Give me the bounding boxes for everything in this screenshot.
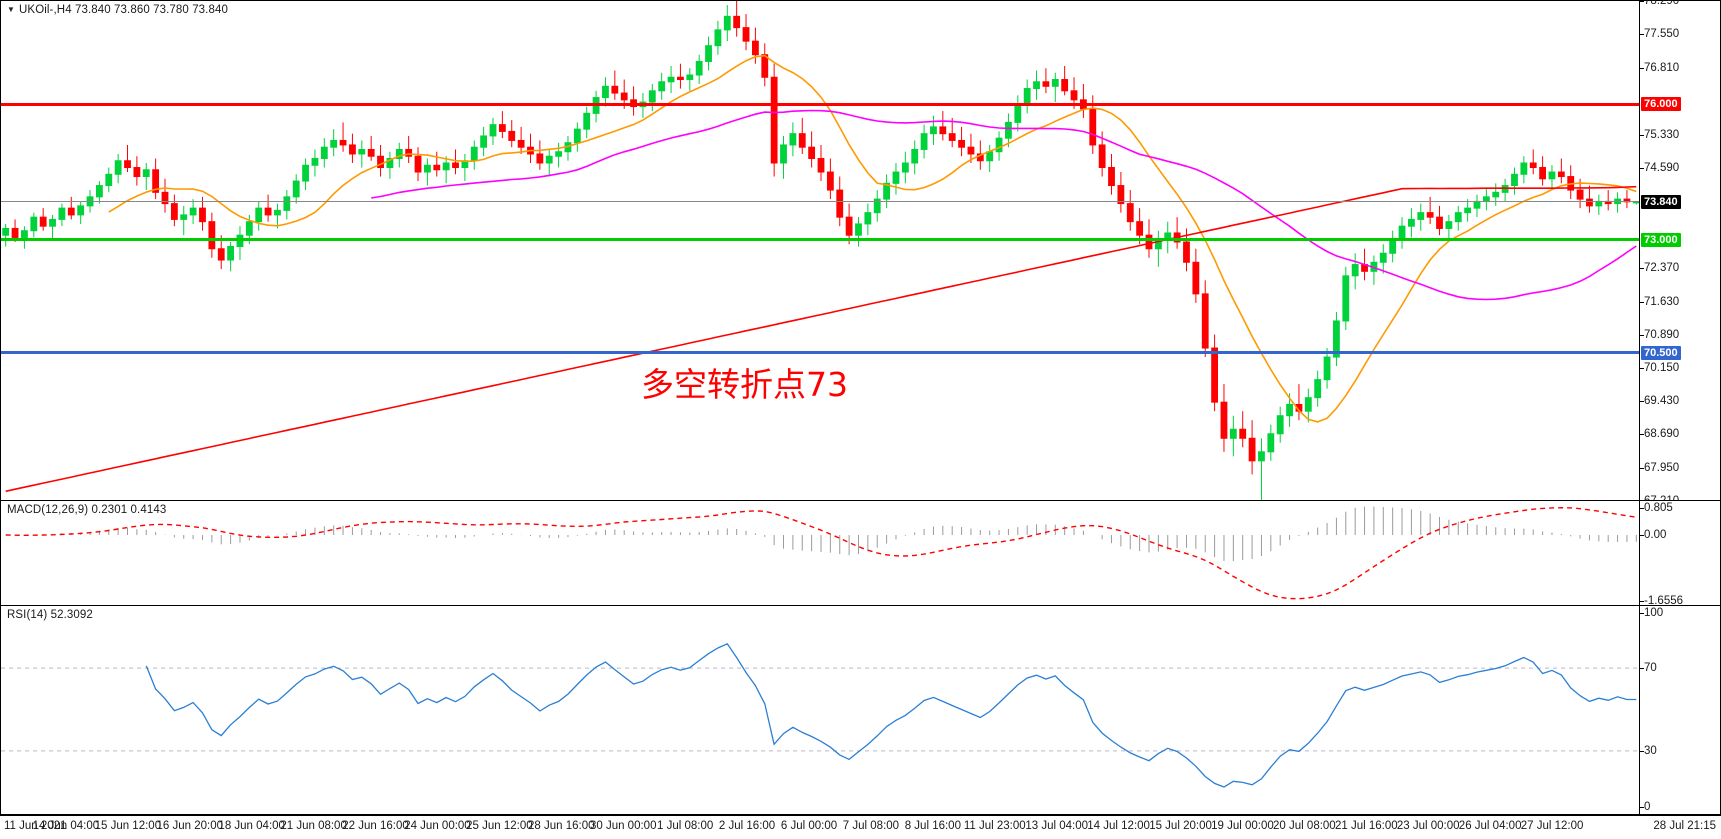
current-price-line [1, 201, 1639, 203]
rsi-svg [1, 642, 1639, 788]
time-axis-label: 7 Jul 08:00 [842, 820, 900, 832]
time-axis-label: 30 Jun 00:00 [589, 820, 657, 832]
symbol-header: ▼ UKOil-,H4 73.840 73.860 73.780 73.840 [7, 4, 228, 16]
time-axis-label: 16 Jun 20:00 [156, 820, 224, 832]
price-tag-73-840[interactable]: 73.840 [1641, 194, 1681, 209]
time-axis-label: 28 Jul 21:15 [1653, 820, 1716, 832]
macd-plot-area[interactable] [1, 501, 1639, 605]
level-line-76[interactable] [1, 102, 1639, 106]
price-axis-tick: 71.630 [1639, 295, 1680, 308]
rsi-axis-tick: 0 [1639, 801, 1651, 813]
time-axis-label: 19 Jul 00:00 [1211, 820, 1274, 832]
price-tag-73-000[interactable]: 73.000 [1641, 232, 1681, 247]
time-axis-label: 8 Jul 16:00 [904, 820, 961, 832]
price-axis-tick: 75.330 [1639, 128, 1680, 141]
time-axis-label: 18 Jun 04:00 [218, 820, 285, 832]
time-axis-label: 21 Jun 08:00 [280, 820, 347, 832]
level-line-73[interactable] [1, 238, 1639, 242]
time-axis-label: 15 Jul 20:00 [1149, 820, 1212, 832]
macd-axis-tick: 0.805 [1640, 502, 1673, 514]
chevron-down-icon[interactable]: ▼ [7, 5, 16, 15]
time-axis-label: 6 Jul 00:00 [780, 820, 838, 832]
price-axis-tick: 77.550 [1639, 28, 1680, 41]
rsi-panel[interactable]: RSI(14) 52.3092 100 70 30 0 [0, 606, 1721, 815]
time-axis-label: 20 Jul 08:00 [1273, 820, 1336, 832]
symbol-header-text: UKOil-,H4 73.840 73.860 73.780 73.840 [19, 4, 228, 16]
price-axis[interactable]: 78.290 77.550 76.810 75.330 74.590 72.370 71.6… [1639, 0, 1720, 507]
time-axis-label: 26 Jul 04:00 [1458, 820, 1522, 832]
price-axis-tick: 78.290 [1639, 0, 1679, 7]
price-axis-tick: 68.690 [1639, 428, 1680, 441]
rsi-axis-tick: 30 [1640, 744, 1657, 757]
price-axis-tick: 67.950 [1639, 461, 1680, 474]
price-axis-tick: 70.890 [1639, 328, 1680, 341]
time-axis-label: 15 Jun 12:00 [94, 820, 162, 832]
time-axis-label: 22 Jun 16:00 [342, 820, 409, 832]
time-axis-label: 14 Jun 04:00 [32, 820, 100, 832]
time-axis-label: 21 Jul 16:00 [1334, 820, 1398, 832]
chart-annotation-text: 多空转折点73 [641, 364, 848, 404]
time-axis-label: 28 Jun 16:00 [528, 820, 595, 832]
price-axis-tick: 70.150 [1639, 362, 1680, 375]
macd-axis: 0.805 0.00 -1.6556 [1639, 501, 1720, 607]
price-axis-tick: 76.810 [1639, 61, 1680, 74]
rsi-axis-tick: 70 [1640, 662, 1657, 675]
macd-panel[interactable]: MACD(12,26,9) 0.2301 0.4143 0.805 0.00 -1.… [0, 500, 1721, 607]
price-chart-panel[interactable]: ▼ UKOil-,H4 73.840 73.860 73.780 73.840 多… [0, 0, 1721, 507]
time-axis[interactable]: 11 Jun 2021 14 Jun 04:00 15 Jun 12:00 16 Ju… [0, 815, 1721, 839]
rsi-axis: 100 70 30 0 [1639, 606, 1720, 814]
time-axis-label: 2 Jul 16:00 [718, 820, 776, 832]
time-axis-label: 11 Jun 2021 [4, 820, 67, 832]
time-axis-label: 13 Jul 04:00 [1025, 820, 1089, 832]
rsi-label: RSI(14) 52.3092 [7, 609, 93, 621]
time-axis-label: 24 Jun 00:00 [404, 820, 471, 832]
price-tag-76-000[interactable]: 76.000 [1641, 97, 1681, 112]
time-axis-label: 25 Jun 12:00 [466, 820, 533, 832]
macd-label: MACD(12,26,9) 0.2301 0.4143 [7, 504, 167, 516]
macd-axis-tick: -1.6556 [1639, 595, 1684, 607]
level-line-70-5[interactable] [1, 351, 1639, 355]
time-axis-label: 11 Jul 23:00 [963, 820, 1026, 832]
time-axis-label: 27 Jul 12:00 [1520, 820, 1584, 832]
price-axis-tick: 72.370 [1639, 262, 1680, 275]
price-plot-area[interactable]: 多空转折点73 [1, 1, 1639, 500]
price-axis-tick: 69.430 [1639, 394, 1680, 407]
price-axis-tick: 74.590 [1639, 161, 1680, 174]
rsi-plot-area[interactable] [1, 606, 1639, 814]
time-axis-label: 1 Jul 08:00 [657, 820, 714, 832]
time-axis-label: 14 Jul 12:00 [1087, 820, 1150, 832]
macd-axis-tick: 0.00 [1639, 529, 1667, 542]
macd-svg [5, 506, 1637, 600]
rsi-axis-tick: 100 [1639, 607, 1664, 619]
time-axis-label: 23 Jul 00:00 [1396, 820, 1460, 832]
price-tag-70-500[interactable]: 70.500 [1641, 345, 1681, 360]
price-candles-svg [2, 1, 1639, 500]
